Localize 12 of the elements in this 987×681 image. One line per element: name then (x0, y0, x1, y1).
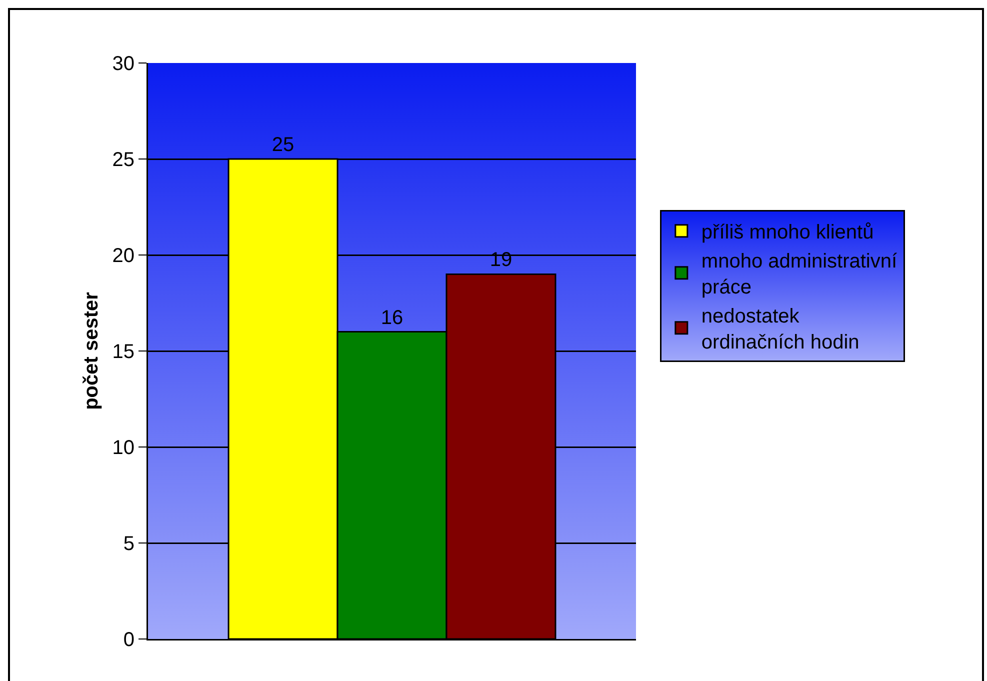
data-label: 25 (272, 134, 294, 156)
y-axis-title: počet sester (80, 292, 102, 410)
data-label: 16 (380, 306, 404, 329)
legend-label: nedostatek ordinačních hodin (701, 306, 860, 354)
y-tick-label: 30 (112, 53, 134, 75)
y-tick-label: 20 (112, 245, 134, 267)
y-tick-label: 25 (112, 149, 134, 171)
y-tick-label: 15 (112, 341, 134, 363)
y-tick-label: 5 (123, 533, 134, 555)
y-tick-label: 0 (123, 629, 134, 651)
legend-label: příliš mnoho klientů (701, 222, 874, 244)
y-tick-label: 10 (112, 437, 134, 459)
